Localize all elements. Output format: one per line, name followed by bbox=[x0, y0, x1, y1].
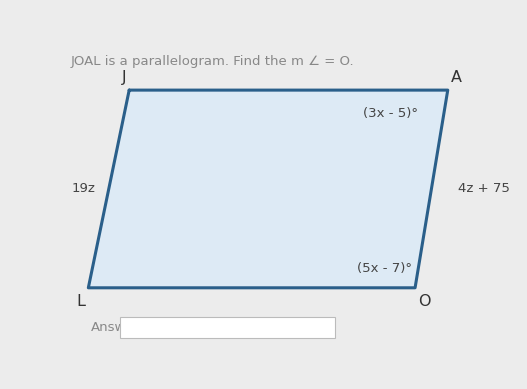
FancyBboxPatch shape bbox=[120, 317, 335, 338]
Text: 19z: 19z bbox=[71, 182, 95, 195]
Text: (3x - 5)°: (3x - 5)° bbox=[363, 107, 418, 119]
Text: (5x - 7)°: (5x - 7)° bbox=[357, 262, 412, 275]
Text: 4z + 75: 4z + 75 bbox=[458, 182, 510, 195]
Text: O: O bbox=[418, 294, 431, 309]
Text: L: L bbox=[76, 294, 85, 309]
Text: J: J bbox=[122, 70, 126, 85]
Text: Answer:: Answer: bbox=[91, 321, 144, 334]
Polygon shape bbox=[89, 90, 448, 288]
Text: A: A bbox=[451, 70, 462, 85]
Text: JOAL is a parallelogram. Find the m ∠ = O.: JOAL is a parallelogram. Find the m ∠ = … bbox=[71, 55, 354, 68]
